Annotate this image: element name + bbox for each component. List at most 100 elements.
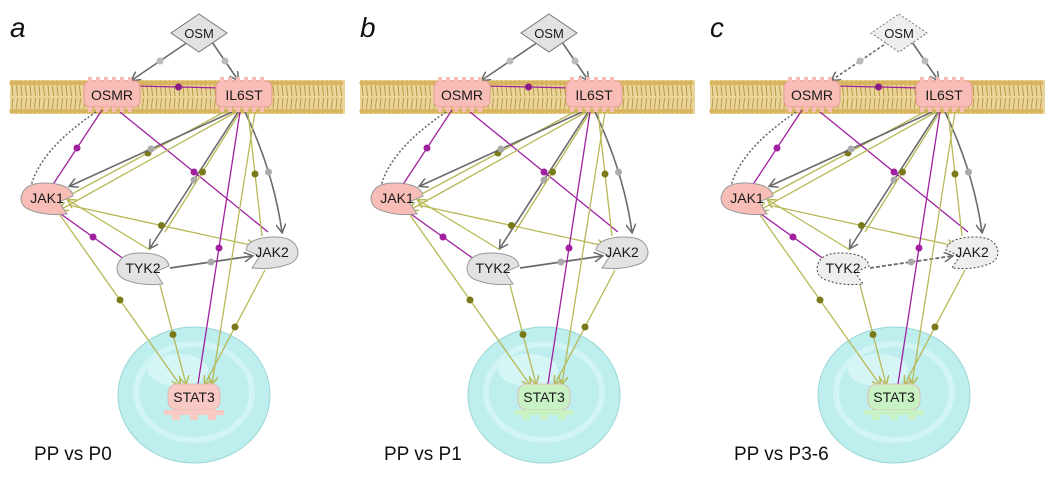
jak1-node: JAK1 <box>20 182 74 216</box>
jak1-node-label: JAK1 <box>730 190 764 206</box>
edge-tyk2-jak1 <box>418 200 501 251</box>
edge-marker <box>557 258 565 266</box>
edge-jak1-osmr-loop <box>29 111 97 191</box>
panel-letter: a <box>10 12 26 43</box>
edge-marker <box>869 331 877 338</box>
network-diagram: OSM OSMR IL6ST JAK1 TYK2 JAK2 STAT3 <box>359 13 695 464</box>
edge-marker <box>875 83 882 91</box>
edge-il6st-stat3-o <box>912 111 956 384</box>
network-diagram: OSM OSMR IL6ST JAK1 TYK2 JAK2 STAT3 <box>9 13 345 464</box>
il6st-node: IL6ST <box>915 77 973 112</box>
interaction-edges <box>29 41 282 385</box>
stat3-node: STAT3 <box>164 383 224 420</box>
edge-marker <box>207 258 215 266</box>
tyk2-node-label: TYK2 <box>125 260 160 276</box>
osm-node: OSM <box>170 13 228 53</box>
edge-marker <box>951 170 959 178</box>
edge-marker <box>190 168 198 176</box>
edge-marker <box>175 83 182 91</box>
edge-marker <box>565 244 573 252</box>
panel-b: b OSM OSMR IL6ST JAK1 TYK2 JAK2 STAT3 PP vs P1 <box>350 0 700 486</box>
il6st-node: IL6ST <box>215 77 273 112</box>
panel-caption: PP vs P3-6 <box>734 444 829 465</box>
edge-osm-osmr <box>832 41 889 80</box>
jak2-node: JAK2 <box>595 236 649 270</box>
jak2-node-label: JAK2 <box>605 244 639 260</box>
jak1-node: JAK1 <box>720 182 774 216</box>
edge-marker <box>525 83 532 91</box>
edge-marker <box>251 170 259 178</box>
nodes: OSM OSMR IL6ST JAK1 TYK2 JAK2 STAT3 <box>720 13 999 420</box>
osm-node: OSM <box>520 13 578 53</box>
edge-marker <box>73 144 81 152</box>
nodes: OSM OSMR IL6ST JAK1 TYK2 JAK2 STAT3 <box>370 13 649 420</box>
edge-marker <box>773 144 781 152</box>
stat3-label: STAT3 <box>523 389 565 405</box>
panel-a: a OSM OSMR IL6ST JAK1 TYK2 JAK2 STAT3 PP vs P0 <box>0 0 350 486</box>
edge-marker <box>169 331 177 338</box>
stat3-label: STAT3 <box>173 389 215 405</box>
edge-marker <box>508 222 515 229</box>
il6st-node: IL6ST <box>565 77 623 112</box>
interaction-edges <box>729 41 982 385</box>
edge-marker <box>158 222 165 229</box>
jak2-node-label: JAK2 <box>255 244 289 260</box>
osmr-node-label: OSMR <box>441 87 483 103</box>
edge-marker <box>899 168 906 176</box>
edge-marker <box>931 323 939 331</box>
edge-marker <box>789 233 797 241</box>
edge-marker <box>215 244 223 252</box>
panel-c: c OSM OSMR IL6ST JAK1 TYK2 JAK2 STAT3 PP vs P3… <box>700 0 1050 486</box>
edge-marker <box>439 233 447 241</box>
edge-marker <box>423 144 431 152</box>
stat3-label: STAT3 <box>873 389 915 405</box>
edge-marker <box>116 296 124 304</box>
edge-marker <box>856 57 864 65</box>
osm-label: OSM <box>884 26 914 41</box>
edge-marker <box>497 145 505 153</box>
edge-marker <box>519 331 527 338</box>
jak1-node: JAK1 <box>370 182 424 216</box>
nodes: OSM OSMR IL6ST JAK1 TYK2 JAK2 STAT3 <box>20 13 299 420</box>
jak2-node-label: JAK2 <box>955 244 989 260</box>
panel-letter: c <box>710 12 724 43</box>
edge-marker <box>506 57 514 65</box>
tyk2-node: TYK2 <box>816 252 870 286</box>
edge-marker <box>890 168 898 176</box>
edge-il6st-jak1-o2 <box>410 111 587 210</box>
edge-marker <box>549 168 556 176</box>
stat3-node: STAT3 <box>864 383 924 420</box>
edge-marker <box>89 233 97 241</box>
interaction-edges <box>379 41 632 385</box>
panel-caption: PP vs P0 <box>34 444 112 465</box>
edge-jak1-osmr-loop <box>379 111 447 191</box>
osm-node: OSM <box>870 13 928 53</box>
panel-letter: b <box>360 12 376 43</box>
edge-tyk2-jak2 <box>869 256 952 269</box>
edge-marker <box>615 168 622 176</box>
edge-marker <box>221 57 229 65</box>
edge-marker <box>601 170 609 178</box>
jak1-node-label: JAK1 <box>380 190 414 206</box>
tyk2-node-label: TYK2 <box>825 260 860 276</box>
edge-il6st-stat3-o <box>562 111 606 384</box>
edge-il6st-jak1-o2 <box>760 111 937 210</box>
jak2-node: JAK2 <box>945 236 999 270</box>
osmr-node: OSMR <box>83 77 141 112</box>
edge-marker <box>231 323 239 331</box>
stat3-node: STAT3 <box>514 383 574 420</box>
edge-marker <box>921 57 929 65</box>
il6st-node-label: IL6ST <box>925 87 963 103</box>
edge-il6st-jak1-o2 <box>60 111 237 210</box>
tyk2-node: TYK2 <box>116 252 170 286</box>
edge-marker <box>847 145 855 153</box>
edge-jak1-osmr-loop <box>729 111 797 191</box>
tyk2-node-label: TYK2 <box>475 260 510 276</box>
edge-marker <box>816 296 824 304</box>
edge-marker <box>156 57 164 65</box>
edge-marker <box>199 168 206 176</box>
edge-marker <box>858 222 865 229</box>
edge-tyk2-jak1 <box>768 200 851 251</box>
jak1-node-label: JAK1 <box>30 190 64 206</box>
edge-marker <box>907 258 915 266</box>
